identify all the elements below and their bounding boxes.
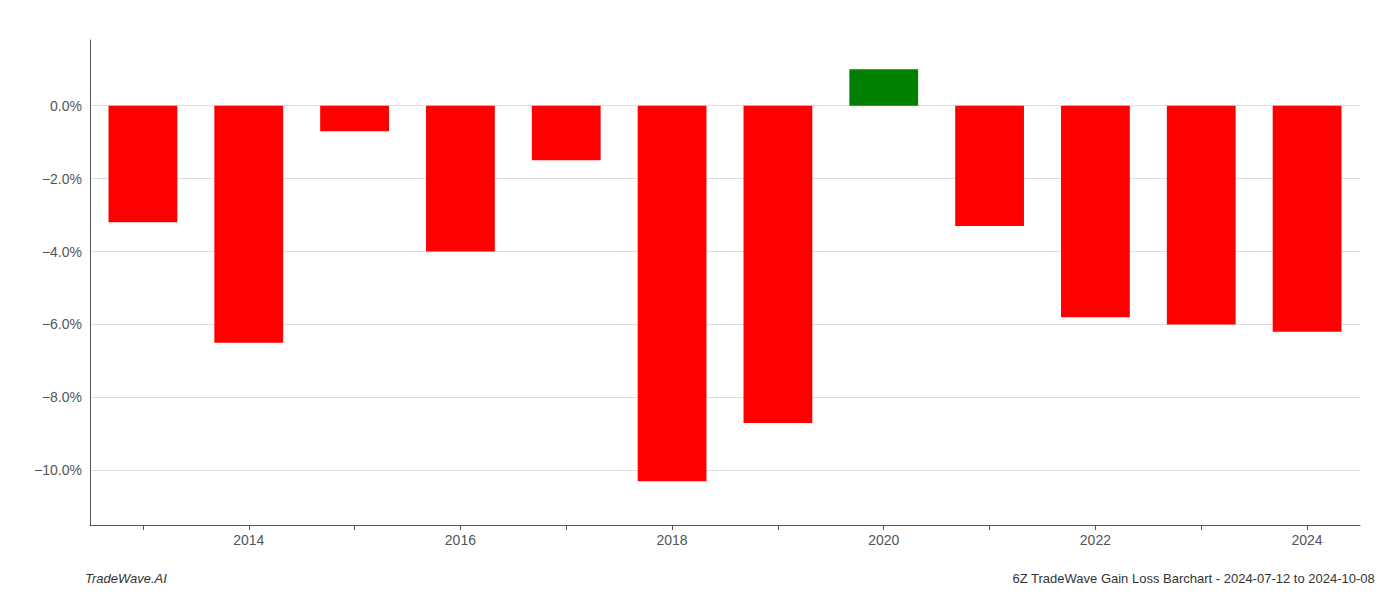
- svg-text:−8.0%: −8.0%: [42, 389, 82, 405]
- svg-text:2024: 2024: [1292, 532, 1323, 548]
- svg-text:2016: 2016: [445, 532, 476, 548]
- svg-text:−4.0%: −4.0%: [42, 244, 82, 260]
- svg-text:TradeWave.AI: TradeWave.AI: [85, 571, 167, 586]
- svg-text:2018: 2018: [657, 532, 688, 548]
- svg-text:2014: 2014: [233, 532, 264, 548]
- svg-text:−10.0%: −10.0%: [34, 462, 82, 478]
- svg-text:−6.0%: −6.0%: [42, 316, 82, 332]
- svg-text:−2.0%: −2.0%: [42, 171, 82, 187]
- svg-text:2022: 2022: [1080, 532, 1111, 548]
- svg-text:2020: 2020: [868, 532, 899, 548]
- svg-text:6Z TradeWave Gain Loss Barchar: 6Z TradeWave Gain Loss Barchart - 2024-0…: [1012, 571, 1374, 586]
- svg-text:0.0%: 0.0%: [50, 98, 82, 114]
